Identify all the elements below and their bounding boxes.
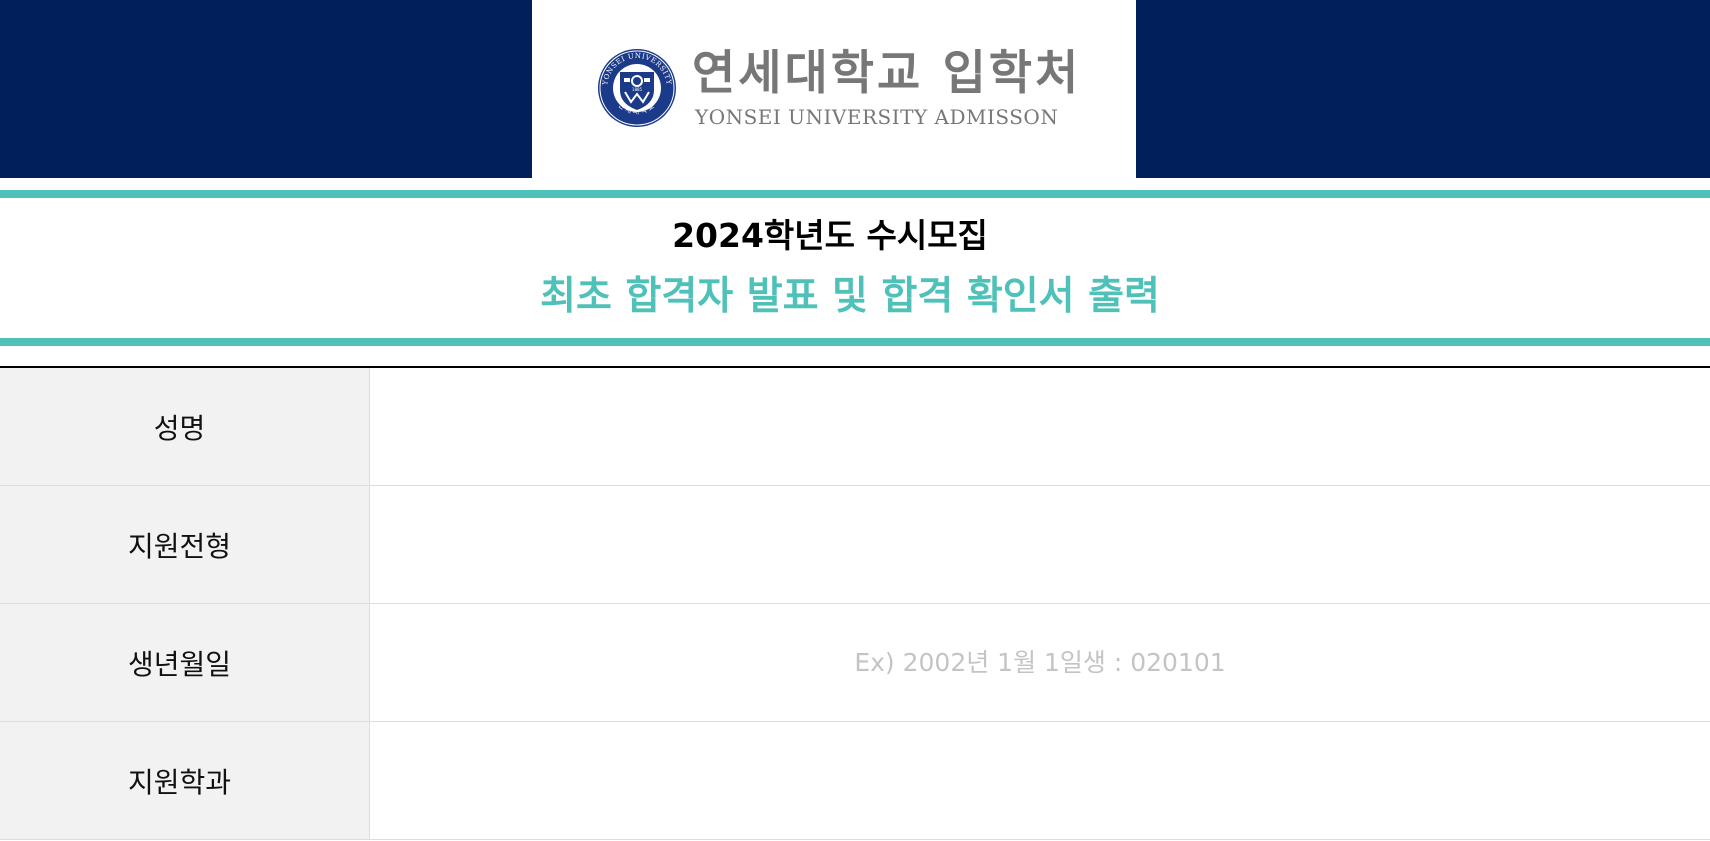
birthdate-input[interactable] [370, 604, 1710, 721]
name-cell [370, 368, 1710, 485]
teal-divider-bottom [0, 338, 1710, 346]
seal-year-text: 1885 [632, 87, 643, 92]
name-input[interactable] [370, 368, 1710, 485]
name-label: 성명 [0, 368, 370, 485]
logo-link[interactable]: YONSEI UNIVERSITY 연세대학교 1885 연세대학교 입학처 Y… [532, 0, 1136, 178]
logo-korean-text: 연세대학교 입학처 [692, 46, 1082, 101]
department-label: 지원학과 [0, 722, 370, 839]
year-title: 2024학년도 수시모집 [672, 216, 988, 255]
birthdate-cell [370, 604, 1710, 721]
admission-type-cell [370, 486, 1710, 603]
birthdate-label: 생년월일 [0, 604, 370, 721]
form-row-department: 지원학과 [0, 722, 1710, 840]
header-banner: YONSEI UNIVERSITY 연세대학교 1885 연세대학교 입학처 Y… [0, 0, 1710, 178]
department-input[interactable] [370, 722, 1710, 839]
form-row-admission-type: 지원전형 [0, 486, 1710, 604]
admission-type-label: 지원전형 [0, 486, 370, 603]
form-row-name: 성명 [0, 368, 1710, 486]
logo-english-text: YONSEI UNIVERSITY ADMISSON [695, 105, 1059, 129]
form-row-birthdate: 생년월일 [0, 604, 1710, 722]
admission-type-input[interactable] [370, 486, 1710, 603]
teal-divider-top [0, 190, 1710, 198]
page-title: 최초 합격자 발표 및 합격 확인서 출력 [540, 274, 1160, 319]
department-cell [370, 722, 1710, 839]
yonsei-seal-icon: YONSEI UNIVERSITY 연세대학교 1885 [598, 49, 676, 127]
lookup-form: 성명 지원전형 생년월일 지원학과 [0, 366, 1710, 840]
